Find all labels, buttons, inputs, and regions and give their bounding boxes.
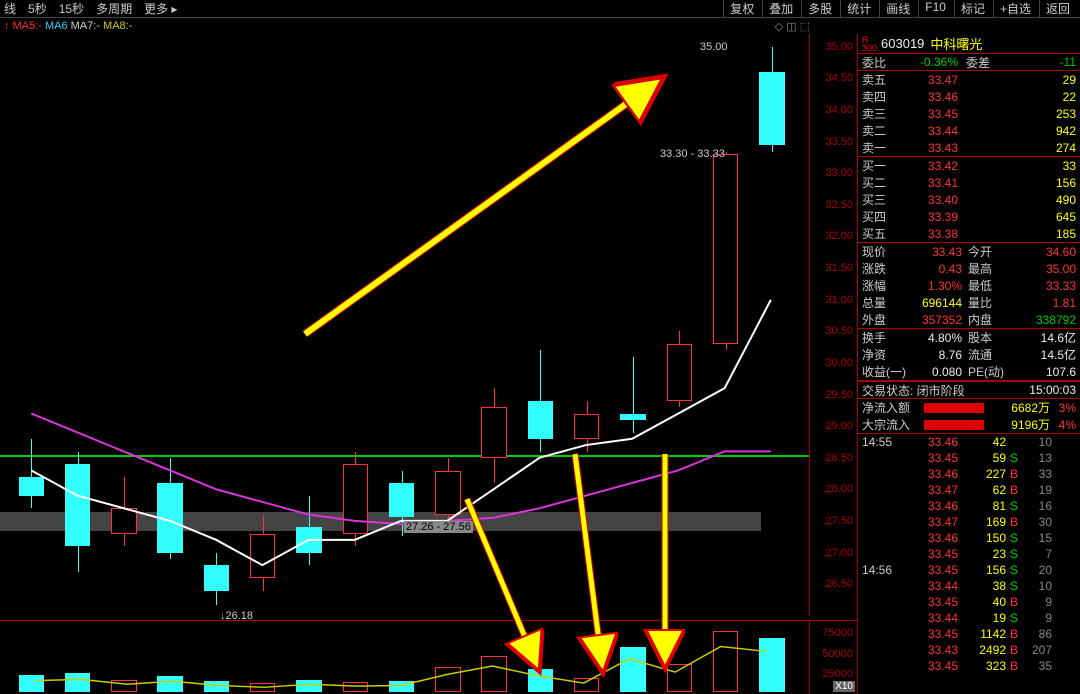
volume-bar: [343, 682, 368, 692]
tick-row: 33.45323B35: [858, 658, 1080, 674]
volume-bar: [667, 664, 692, 692]
tick-row: 33.4559S13: [858, 450, 1080, 466]
top-menu-item[interactable]: 复权: [723, 0, 760, 17]
order-row: 卖二33.44942: [858, 122, 1080, 139]
ma-legend: ↑ MA5:- MA6 MA7:- MA8:- ◇ ◫ ⬚: [0, 18, 1080, 34]
tick-row: 33.4523S7: [858, 546, 1080, 562]
order-row: 买一33.4233: [858, 157, 1080, 174]
kv-row: 换手4.80%股本14.6亿: [858, 329, 1080, 346]
stock-name: 中科曙光: [930, 34, 982, 53]
order-row: 买四33.39645: [858, 208, 1080, 225]
order-row: 卖五33.4729: [858, 71, 1080, 88]
volume-bar: [296, 680, 321, 692]
order-row: 卖三33.45253: [858, 105, 1080, 122]
candle: [19, 477, 44, 496]
candle: [620, 414, 645, 420]
tick-row: 33.4681S16: [858, 498, 1080, 514]
top-menu-item[interactable]: 15秒: [59, 0, 84, 17]
candle: [481, 407, 506, 458]
tick-row: 33.46227B33: [858, 466, 1080, 482]
price-label: 35.00: [700, 41, 728, 53]
candle: [65, 464, 90, 546]
tick-row: 33.46150S15: [858, 530, 1080, 546]
volume-bar: [528, 669, 553, 692]
order-row: 买三33.40490: [858, 191, 1080, 208]
tick-row: 33.4762B19: [858, 482, 1080, 498]
flow-row: 大宗流入9196万4%: [858, 416, 1080, 433]
kv-row: 涨幅1.30%最低33.33: [858, 277, 1080, 294]
chart-area[interactable]: 35.0033.30 - 33.3327.26 - 27.56↓26.18 26…: [0, 34, 858, 694]
candle: [759, 72, 784, 145]
ma-green-line: [0, 455, 809, 457]
tick-row: 14:5633.45156S20: [858, 562, 1080, 578]
order-row: 买二33.41156: [858, 174, 1080, 191]
volume-bar: [759, 638, 784, 692]
top-menu-item[interactable]: 多周期: [96, 0, 132, 17]
trade-status: 交易状态: 闭市阶段 15:00:03: [858, 381, 1080, 399]
order-row: 买五33.38185: [858, 225, 1080, 242]
top-menu-item[interactable]: 多股: [801, 0, 838, 17]
top-menu-item[interactable]: 统计: [840, 0, 877, 17]
candle: [389, 483, 414, 517]
volume-bar: [250, 683, 275, 692]
weibi-row: 委比 -0.36% 委差 -11: [858, 54, 1080, 71]
volume-bar: [157, 676, 182, 692]
volume-bar: [713, 631, 738, 692]
volume-bar: [481, 656, 506, 692]
order-row: 卖一33.43274: [858, 139, 1080, 156]
kv-row: 外盘357352内盘338792: [858, 311, 1080, 328]
price-label: 27.26 - 27.56: [404, 521, 473, 533]
volume-bar: [65, 673, 90, 692]
top-menu-item[interactable]: 画线: [879, 0, 916, 17]
order-row: 卖四33.4622: [858, 88, 1080, 105]
top-menu-item[interactable]: 叠加: [762, 0, 799, 17]
kv-row: 现价33.43今开34.60: [858, 243, 1080, 260]
tick-row: 33.432492B207: [858, 642, 1080, 658]
tick-row: 14:5533.464210: [858, 434, 1080, 450]
volume-bar: [435, 667, 460, 692]
top-menu-item[interactable]: 返回: [1039, 0, 1076, 17]
candle: [157, 483, 182, 553]
volume-bar: [574, 678, 599, 692]
tick-row: 33.4419S9: [858, 610, 1080, 626]
volume-bar: [111, 680, 136, 692]
candle: [250, 534, 275, 578]
chart-corner-icons[interactable]: ◇ ◫ ⬚: [775, 20, 810, 33]
kv-row: 收益(一)0.080PE(动)107.6: [858, 363, 1080, 380]
x10-badge: X10: [833, 681, 855, 692]
price-label: 33.30 - 33.33: [660, 148, 725, 160]
stock-code: 603019: [881, 36, 924, 51]
candle: [574, 414, 599, 439]
volume-bar: [19, 675, 44, 692]
candle: [528, 401, 553, 439]
candle: [111, 508, 136, 533]
top-menu-item[interactable]: 5秒: [28, 0, 47, 17]
candle: [343, 464, 368, 534]
stock-header: R300 603019 中科曙光: [858, 34, 1080, 54]
kv-row: 净资8.76流通14.5亿: [858, 346, 1080, 363]
volume-bar: [389, 681, 414, 692]
kv-row: 总量696144量比1.81: [858, 294, 1080, 311]
candle: [296, 527, 321, 552]
kv-row: 涨跌0.43最高35.00: [858, 260, 1080, 277]
tick-row: 33.47169B30: [858, 514, 1080, 530]
top-menu-item[interactable]: 标记: [954, 0, 991, 17]
side-panel: R300 603019 中科曙光 委比 -0.36% 委差 -11 卖五33.4…: [858, 34, 1080, 694]
top-menu-item[interactable]: 更多 ▸: [144, 0, 177, 17]
volume-bar: [620, 647, 645, 692]
tick-row: 33.4540B9: [858, 594, 1080, 610]
candle: [713, 154, 738, 344]
candle: [204, 565, 229, 590]
top-menu-item[interactable]: +自选: [993, 0, 1037, 17]
top-menu: 线 5秒 15秒多周期更多 ▸ 复权叠加多股统计画线F10标记+自选返回: [0, 0, 1080, 18]
candle: [667, 344, 692, 401]
top-menu-item[interactable]: F10: [918, 0, 952, 17]
volume-bar: [204, 681, 229, 692]
tick-row: 33.451142B86: [858, 626, 1080, 642]
tick-row: 33.4438S10: [858, 578, 1080, 594]
candle: [435, 471, 460, 515]
top-menu-item[interactable]: 线: [4, 0, 16, 17]
flow-row: 净流入额6682万3%: [858, 399, 1080, 416]
